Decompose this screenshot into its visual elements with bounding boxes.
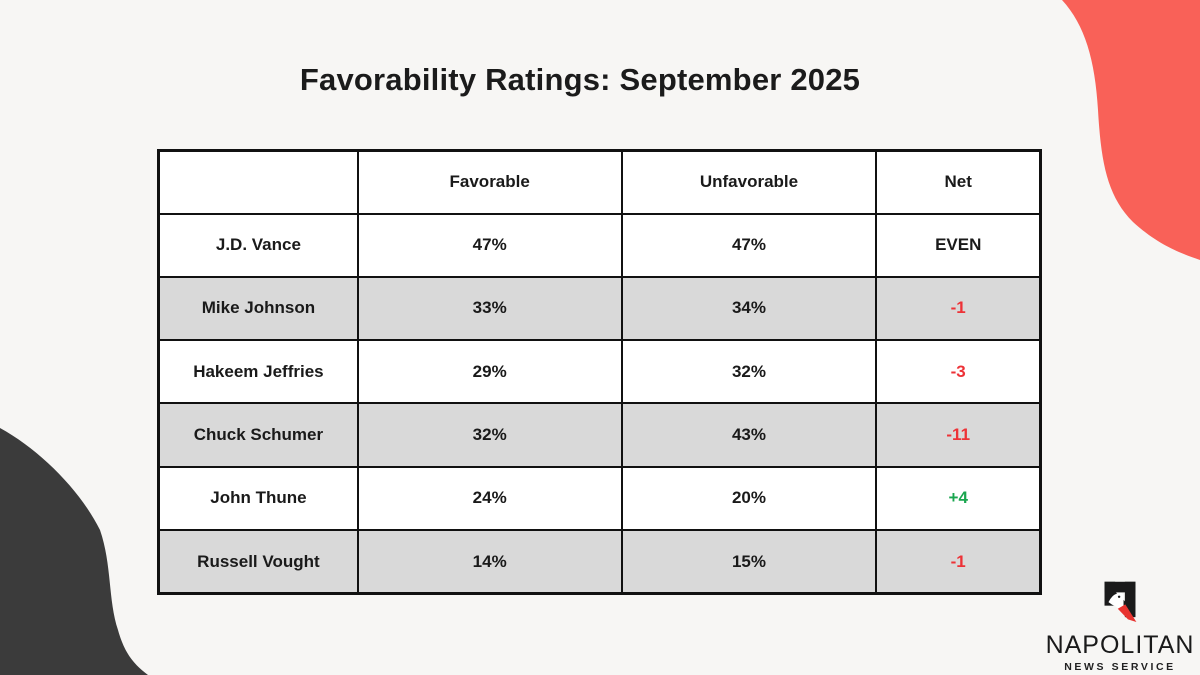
person-name-cell: Hakeem Jeffries [157, 339, 359, 405]
brand-block: NAPOLITAN NEWS SERVICE [1040, 580, 1200, 673]
favorable-cell: 47% [356, 212, 623, 278]
person-name-cell: J.D. Vance [157, 212, 359, 278]
page-title: Favorability Ratings: September 2025 [299, 62, 861, 97]
favorable-cell: 14% [356, 529, 623, 595]
napolitan-eagle-logo-icon [1104, 581, 1137, 622]
favorable-cell: 29% [356, 339, 623, 405]
net-cell: -11 [875, 402, 1042, 468]
table-row: Hakeem Jeffries 29% 32% -3 [157, 339, 1042, 405]
unfavorable-cell: 15% [620, 529, 878, 595]
favorable-cell: 32% [356, 402, 623, 468]
table-row: Mike Johnson 33% 34% -1 [157, 275, 1042, 342]
header-cell-net: Net [875, 149, 1042, 215]
unfavorable-cell: 32% [620, 339, 878, 405]
net-cell: -1 [875, 275, 1042, 342]
corner-blob-top-right-shape [1062, 0, 1200, 260]
person-name-cell: Mike Johnson [157, 275, 359, 342]
table-row: Chuck Schumer 32% 43% -11 [157, 402, 1042, 468]
person-name-cell: Russell Vought [157, 529, 359, 595]
brand-name: NAPOLITAN [1045, 630, 1195, 659]
person-name-cell: Chuck Schumer [157, 402, 359, 468]
corner-blob-bottom-left-shape [0, 428, 148, 675]
net-cell: -1 [875, 529, 1042, 595]
header-cell-unfavorable: Unfavorable [620, 149, 878, 215]
unfavorable-cell: 34% [620, 275, 878, 342]
person-name-cell: John Thune [157, 465, 359, 532]
corner-blob-top-right [1062, 0, 1200, 260]
unfavorable-cell: 20% [620, 465, 878, 532]
favorability-table: Favorable Unfavorable Net J.D. Vance 47%… [157, 149, 1042, 595]
net-cell: EVEN [875, 212, 1042, 278]
net-cell: -3 [875, 339, 1042, 405]
net-cell: +4 [875, 465, 1042, 532]
unfavorable-cell: 43% [620, 402, 878, 468]
header-cell-blank [157, 149, 359, 215]
table-row: J.D. Vance 47% 47% EVEN [157, 212, 1042, 278]
favorable-cell: 33% [356, 275, 623, 342]
brand-tagline: NEWS SERVICE [1064, 661, 1176, 673]
table-row: John Thune 24% 20% +4 [157, 465, 1042, 532]
table-header-row: Favorable Unfavorable Net [157, 149, 1042, 215]
favorable-cell: 24% [356, 465, 623, 532]
table-row: Russell Vought 14% 15% -1 [157, 529, 1042, 595]
unfavorable-cell: 47% [620, 212, 878, 278]
corner-blob-bottom-left [0, 428, 148, 675]
header-cell-favorable: Favorable [356, 149, 623, 215]
